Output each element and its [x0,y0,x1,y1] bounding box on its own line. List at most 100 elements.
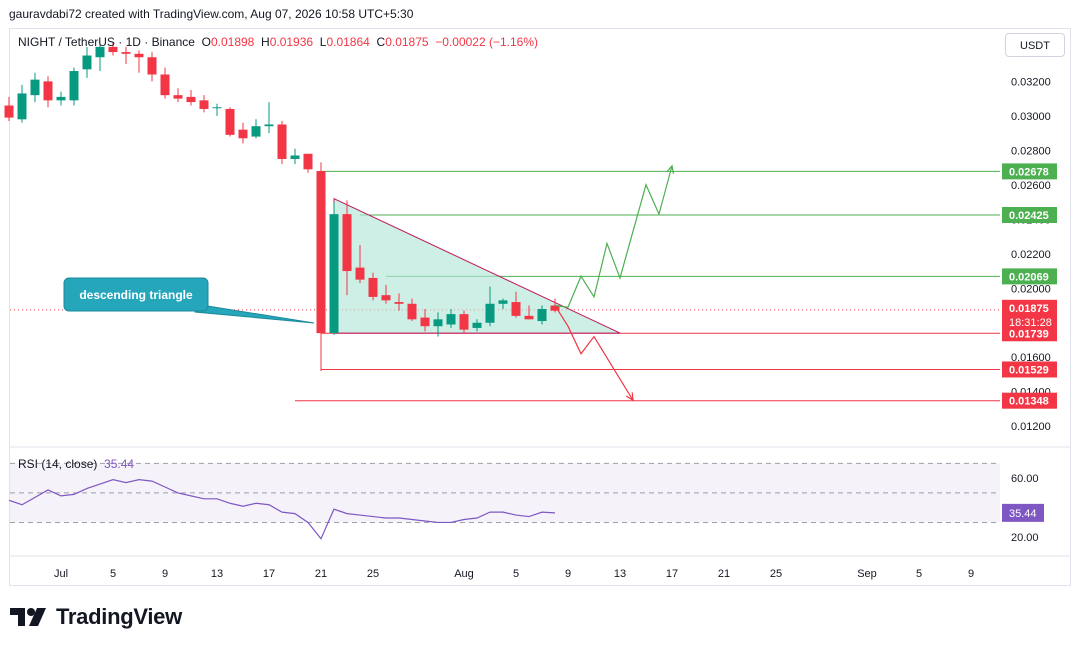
candle-body [147,57,157,75]
candle-body [368,277,378,297]
level-badge-value: 0.01529 [1009,364,1049,376]
price-tick-label: 0.02000 [1011,283,1051,295]
price-tick-label: 0.01200 [1011,421,1051,433]
triangle-shape [333,197,621,334]
candle-body [82,55,92,70]
candle-body [56,96,66,101]
rsi-value: 35.44 [104,457,135,471]
axis-price-labels: 0.02678 0.02425 0.02069 0.01739 0.01529 0.013… [1002,163,1057,409]
level-badge-value: 0.02425 [1009,210,1049,222]
triangle-pattern [333,197,621,334]
candle-body [212,107,222,109]
candle-body [17,93,27,120]
brand-text: TradingView [56,604,182,629]
rsi-legend: RSI (14, close) 35.44 [18,457,134,471]
candle-body [524,315,534,320]
rsi-line [8,479,556,540]
open-value: 0.01898 [210,35,255,49]
candle-body [290,155,300,159]
rsi-current-badge [1002,503,1044,522]
time-tick-label: 9 [565,568,571,580]
rsi-label: RSI (14, close) [18,457,98,471]
level-badge-value: 0.01348 [1009,396,1049,408]
time-tick-label: 5 [110,568,116,580]
candle-body [511,302,521,316]
change-value: −0.00022 (−1.16%) [435,35,538,49]
candle-body [407,303,417,320]
level-badge [1002,163,1057,180]
candle-body [225,108,235,135]
candle-body [251,126,261,137]
candle-body [186,96,196,103]
tradingview-icon [10,608,46,626]
level-badge [1002,361,1057,378]
candle-body [108,46,118,53]
chart-credit: gauravdabi72 created with TradingView.co… [9,7,414,21]
time-axis: Jul 5 9 13 17 21 25 Aug 5 9 13 17 21 25 Sep 5 9 [54,568,974,580]
candle-body [316,171,326,334]
low-value: 0.01864 [326,35,370,49]
candle-body [121,52,131,54]
candle-body [355,267,365,280]
price-tick-label: 0.02600 [1011,180,1051,192]
time-tick-label: 17 [666,568,678,580]
time-tick-label: 5 [916,568,922,580]
candle-body [277,124,287,159]
level-badge-value: 0.02069 [1009,271,1049,283]
annotation-callout: descending triangle [63,277,315,324]
countdown-value: 18:31:28 [1009,317,1052,329]
close-value: 0.01875 [385,35,429,49]
current-price-badge [1002,299,1057,330]
level-badge [1002,392,1057,409]
level-badge-value: 0.01739 [1009,328,1049,340]
candle-body [264,124,274,127]
currency-button[interactable]: USDT [1005,33,1065,57]
time-tick-label: 5 [513,568,519,580]
bearish-projection-arrowhead [625,392,634,402]
rsi-tick-label: 60.00 [1011,473,1039,485]
rsi-background [10,462,1000,523]
candle-body [43,81,53,101]
time-tick-label: Sep [857,568,877,580]
candle-body [550,305,560,311]
symbol-name: NIGHT / TetherUS · 1D · Binance [18,35,195,49]
projection-paths [554,164,675,402]
level-badge-value: 0.02678 [1009,166,1049,178]
price-tick-label: 0.02800 [1011,145,1051,157]
level-badge [1002,207,1057,223]
candle-body [485,303,495,323]
chart-frame [9,28,1071,586]
symbol-legend: NIGHT / TetherUS · 1D · Binance O0.01898… [18,35,538,49]
candle-body [433,319,443,327]
time-tick-label: Jul [54,568,68,580]
candle-body [446,314,456,325]
open-label: O [201,35,211,49]
candle-body [498,300,508,304]
price-tick-label: 0.01600 [1011,352,1051,364]
candle-body [173,95,183,99]
time-tick-label: 21 [315,568,327,580]
candle-body [160,74,170,96]
candles [4,41,560,372]
time-tick-label: 25 [367,568,379,580]
high-label: H [261,35,270,49]
candle-body [199,100,209,109]
bullish-projection-arrowhead [666,164,675,174]
candle-body [238,129,248,139]
rsi-current-value: 35.44 [1009,508,1037,520]
bullish-projection [554,165,673,308]
candle-body [303,153,313,170]
time-tick-label: 21 [718,568,730,580]
candle-body [381,295,391,301]
candle-body [459,314,469,330]
price-tick-label: 0.03200 [1011,76,1051,88]
rsi-tick-label: 20.00 [1011,532,1039,544]
candle-body [95,46,105,58]
price-tick-label: 0.03000 [1011,111,1051,123]
time-tick-label: Aug [454,568,474,580]
tradingview-logo[interactable]: TradingView [10,603,182,631]
candle-body [69,71,79,101]
level-badge [1002,268,1057,285]
